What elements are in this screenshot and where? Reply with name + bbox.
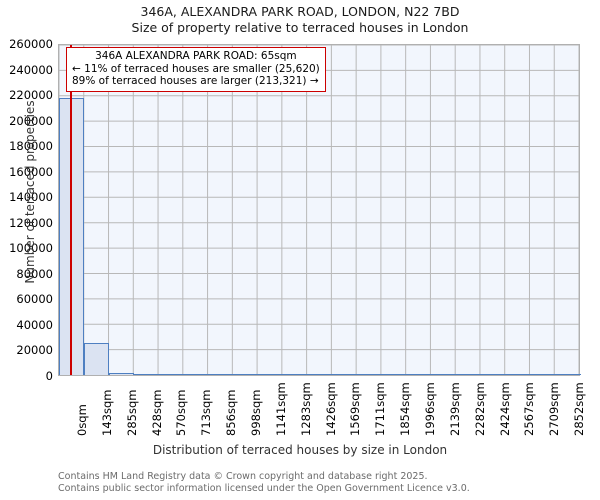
bar	[431, 374, 457, 375]
y-axis-tick-label: 60000	[16, 292, 53, 307]
property-marker-line	[70, 45, 73, 375]
x-axis-tick-label: 2852sqm	[572, 382, 587, 436]
bar	[531, 374, 557, 375]
x-axis-tick-label: 856sqm	[224, 389, 239, 436]
y-axis-tick-label: 180000	[9, 139, 53, 154]
bar	[208, 374, 233, 375]
bar	[158, 374, 184, 375]
property-annotation-box: 346A ALEXANDRA PARK ROAD: 65sqm ← 11% of…	[66, 47, 326, 92]
y-axis-tick-label: 0	[45, 369, 53, 383]
y-axis-tick-label: 40000	[16, 317, 53, 332]
y-axis-tick-labels: 0 20000 40000 60000 80000 100000 120000 140000 1…	[0, 37, 53, 383]
bar	[332, 374, 358, 375]
bar	[481, 374, 507, 375]
chart-plot-area	[58, 44, 581, 376]
y-axis-tick-label: 100000	[9, 241, 53, 256]
y-axis-tick-label: 140000	[9, 190, 53, 205]
annotation-property-size: 346A ALEXANDRA PARK ROAD: 65sqm	[95, 50, 297, 62]
x-axis-tick-label: 1996sqm	[422, 382, 437, 436]
y-axis-tick-label: 200000	[9, 113, 53, 128]
x-axis-tick-label: 1283sqm	[298, 382, 313, 436]
bar	[108, 372, 134, 375]
y-axis-tick-label: 160000	[9, 164, 53, 179]
bar	[456, 374, 482, 375]
x-axis-tick-label: 2424sqm	[497, 382, 512, 436]
footer-line-1: Contains HM Land Registry data © Crown c…	[58, 471, 428, 482]
x-axis-tick-label: 2709sqm	[547, 382, 562, 436]
x-axis-tick-label: 2139sqm	[447, 382, 462, 436]
x-axis-tick-label: 1711sqm	[373, 382, 388, 436]
bar	[233, 374, 258, 375]
y-axis-tick-label: 260000	[9, 37, 53, 51]
x-axis-title: Distribution of terraced houses by size …	[152, 443, 448, 457]
chart-subtitle: Size of property relative to terraced ho…	[131, 20, 469, 35]
bar	[183, 374, 209, 375]
bar	[382, 374, 407, 375]
x-axis-tick-label: 1854sqm	[398, 382, 413, 436]
bar	[282, 374, 308, 375]
bar	[257, 374, 283, 375]
x-axis-tick-label: 285sqm	[124, 389, 139, 436]
y-axis-title: Number of terraced properties	[23, 100, 37, 284]
x-axis-tick-label: 1569sqm	[348, 382, 363, 436]
x-axis-tick-label: 2282sqm	[472, 382, 487, 436]
bar	[506, 374, 532, 375]
bar	[83, 343, 109, 375]
x-axis-tick-label: 570sqm	[174, 389, 189, 436]
y-axis-tick-label: 120000	[9, 215, 53, 230]
x-axis-tick-label: 998sqm	[248, 389, 263, 436]
annotation-smaller-stat: ← 11% of terraced houses are smaller (25…	[72, 62, 320, 75]
y-axis-tick-label: 20000	[16, 343, 53, 358]
page-title: 346A, ALEXANDRA PARK ROAD, LONDON, N22 7…	[140, 4, 460, 19]
y-axis-tick-label: 240000	[9, 62, 53, 77]
x-axis-tick-label: 2567sqm	[522, 382, 537, 436]
bars-layer	[59, 45, 581, 375]
x-axis-tick-label: 0sqm	[74, 404, 89, 436]
bar	[357, 374, 383, 375]
footer-attribution: Contains HM Land Registry data © Crown c…	[58, 471, 598, 494]
bar	[407, 374, 432, 375]
bar	[133, 374, 159, 375]
annotation-larger-stat: 89% of terraced houses are larger (213,3…	[72, 75, 319, 87]
x-axis-tick-label: 1141sqm	[273, 382, 288, 436]
x-axis-tick-label: 143sqm	[99, 389, 114, 436]
bar	[307, 374, 333, 375]
y-axis-tick-label: 80000	[16, 266, 53, 281]
title-block: 346A, ALEXANDRA PARK ROAD, LONDON, N22 7…	[0, 4, 600, 36]
x-axis-tick-label: 428sqm	[149, 389, 164, 436]
x-axis-tick-labels: 0sqm 143sqm 285sqm 428sqm 570sqm 713sqm 856sqm…	[58, 378, 586, 440]
x-axis-tick-label: 1426sqm	[323, 382, 338, 436]
footer-line-2: Contains public sector information licen…	[58, 482, 470, 494]
y-axis-tick-label: 220000	[9, 88, 53, 103]
x-axis-tick-label: 713sqm	[199, 389, 214, 436]
bar	[556, 374, 581, 375]
